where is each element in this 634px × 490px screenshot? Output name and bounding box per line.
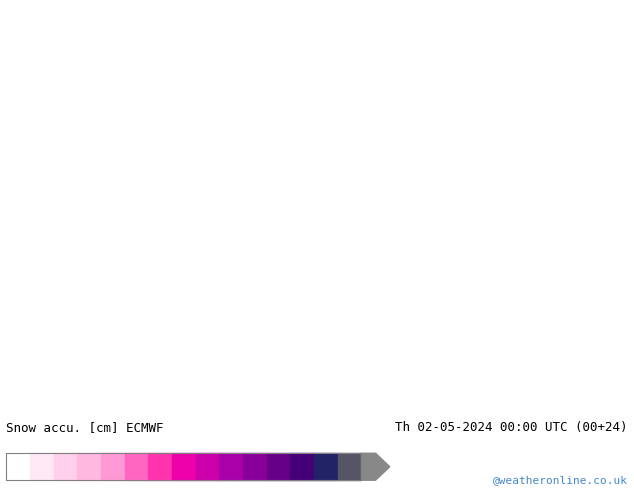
Bar [314, 453, 338, 480]
Bar [219, 453, 243, 480]
Bar [77, 453, 101, 480]
FancyArrow shape [361, 453, 390, 480]
Text: Snow accu. [cm] ECMWF: Snow accu. [cm] ECMWF [6, 420, 164, 434]
Text: @weatheronline.co.uk: @weatheronline.co.uk [493, 475, 628, 485]
Bar [30, 453, 54, 480]
Bar [54, 453, 77, 480]
Bar [172, 453, 196, 480]
Bar [290, 453, 314, 480]
Bar [196, 453, 219, 480]
Bar [338, 453, 361, 480]
Bar [148, 453, 172, 480]
Bar [267, 453, 290, 480]
Bar [125, 453, 148, 480]
Text: Th 02-05-2024 00:00 UTC (00+24): Th 02-05-2024 00:00 UTC (00+24) [395, 420, 628, 434]
Bar [101, 453, 125, 480]
Bar [6, 453, 30, 480]
Bar [243, 453, 267, 480]
